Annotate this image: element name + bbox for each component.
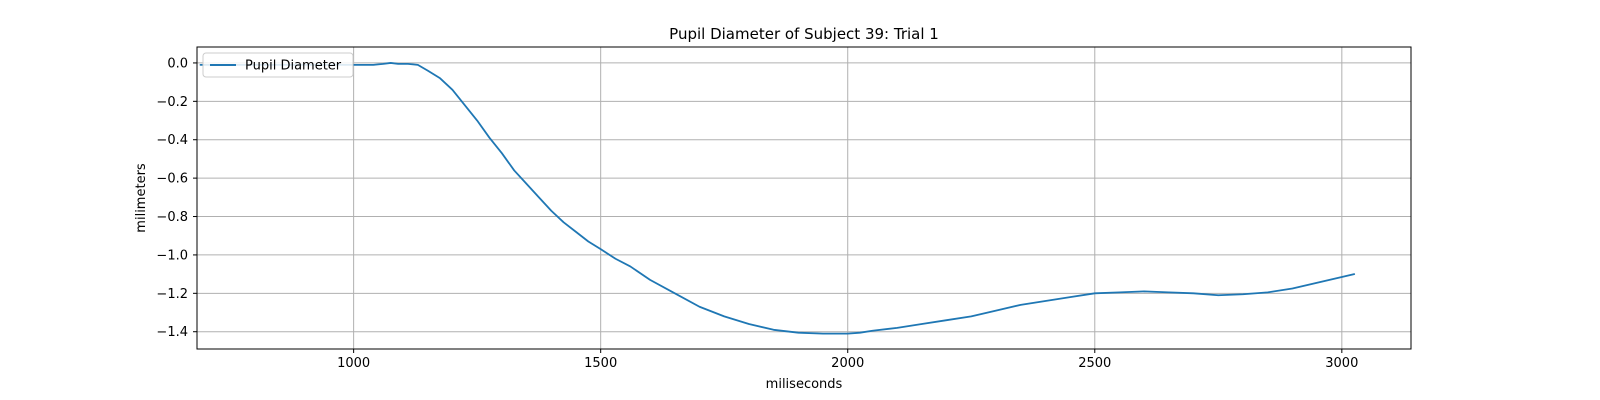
- legend-box: [202, 52, 354, 78]
- x-tick-label: 1500: [584, 356, 617, 371]
- x-tick-label: 2000: [831, 356, 864, 371]
- y-tick-label: 0.0: [167, 56, 188, 71]
- x-tick-label: 3000: [1325, 356, 1358, 371]
- x-tick-label: 2500: [1078, 356, 1111, 371]
- y-tick-label: −1.4: [156, 325, 188, 340]
- x-axis-label: miliseconds: [766, 377, 843, 392]
- y-tick-label: −0.8: [156, 210, 188, 225]
- y-tick-label: −1.0: [156, 248, 188, 263]
- y-axis-ticks: 0.0 −0.2 −0.4 −0.6 −0.8 −1.0 −1.2 −1.4: [156, 56, 197, 340]
- plot-area-frame: [196, 46, 1412, 350]
- legend: Pupil Diameter: [202, 52, 354, 78]
- y-tick-label: −1.2: [156, 287, 188, 302]
- y-tick-label: −0.6: [156, 172, 188, 187]
- x-tick-label: 1000: [337, 356, 370, 371]
- chart-title: Pupil Diameter of Subject 39: Trial 1: [669, 25, 939, 43]
- grid-lines: [197, 47, 1411, 349]
- x-axis-ticks: 1000 1500 2000 2500 3000: [337, 349, 1358, 371]
- y-axis-label: milimeters: [134, 163, 149, 233]
- series-line-pupil-diameter: [199, 62, 1356, 335]
- y-tick-label: −0.2: [156, 95, 188, 110]
- series-layer: [199, 62, 1356, 335]
- legend-label-pupil-diameter: Pupil Diameter: [245, 59, 342, 74]
- y-tick-label: −0.4: [156, 133, 188, 148]
